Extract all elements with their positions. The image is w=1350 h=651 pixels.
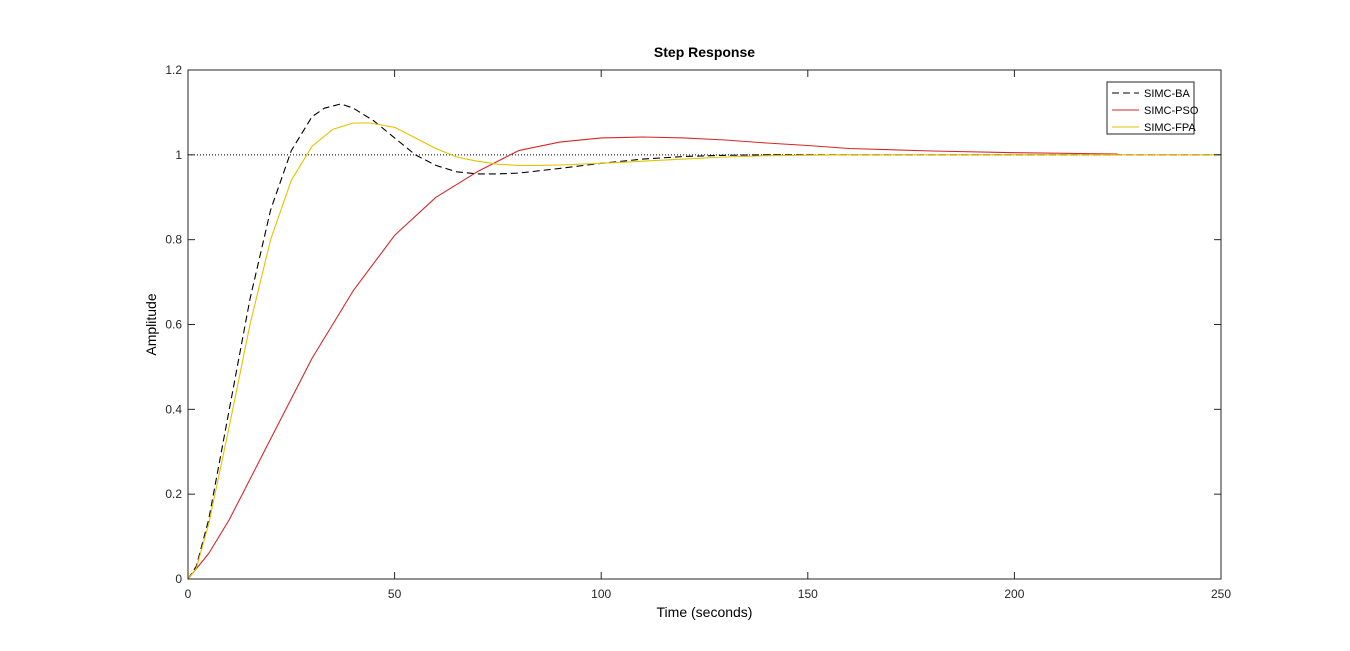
- legend-entry: SIMC-FPA: [1144, 122, 1196, 134]
- x-tick-label: 50: [388, 587, 402, 601]
- y-tick-label: 1: [175, 148, 182, 162]
- x-tick-label: 250: [1211, 587, 1231, 601]
- legend-box: [1106, 81, 1195, 135]
- y-tick-label: 1.2: [165, 63, 182, 77]
- series-line-simc-ba: [187, 103, 1221, 580]
- legend: SIMC-BA SIMC-PSO SIMC-FPA: [1106, 81, 1199, 135]
- y-tick-label: 0.6: [165, 318, 182, 332]
- y-tick-label: 0.2: [165, 487, 182, 501]
- legend-entry: SIMC-BA: [1144, 88, 1191, 100]
- y-tick-label: 0.8: [165, 233, 182, 247]
- y-tick-label: 0.4: [165, 402, 182, 416]
- y-tick-label: 0: [175, 572, 182, 586]
- x-tick-label: 200: [1004, 587, 1024, 601]
- axes-box: [187, 69, 1222, 580]
- x-tick-label: 150: [798, 587, 818, 601]
- x-axis-label: Time (seconds): [657, 604, 753, 620]
- series-layer: [187, 103, 1221, 580]
- x-tick-label: 0: [185, 587, 192, 601]
- x-tick-label: 100: [591, 587, 611, 601]
- series-line-simc-fpa: [187, 122, 1221, 580]
- chart-title: Step Response: [654, 44, 755, 60]
- tick-layer: 0 50 100 150 200 250 0 0.2 0.4 0.6 0.8 1 1.2: [165, 63, 1231, 601]
- series-line-simc-pso: [187, 136, 1118, 580]
- legend-entry: SIMC-PSO: [1144, 105, 1199, 117]
- y-axis-label: Amplitude: [143, 293, 159, 355]
